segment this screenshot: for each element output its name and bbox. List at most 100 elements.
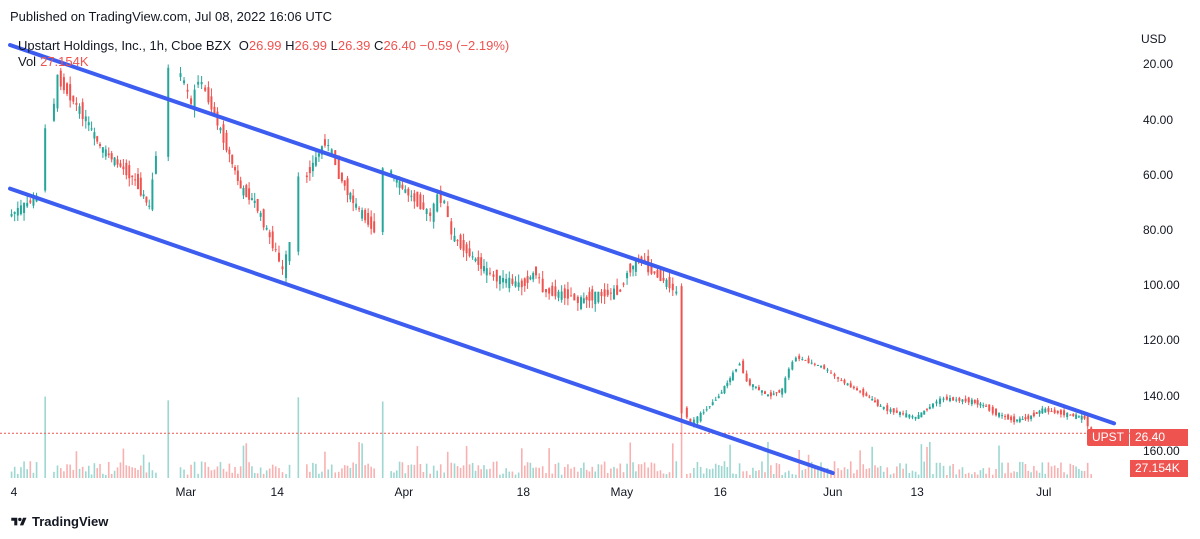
volume-bar — [778, 464, 781, 478]
candle-body — [548, 288, 551, 294]
volume-bar — [874, 465, 876, 478]
candle-body — [576, 296, 579, 303]
candle-body — [456, 240, 459, 242]
volume-bar — [761, 461, 763, 478]
candle-body — [179, 73, 182, 78]
volume-bar — [456, 466, 459, 478]
volume-bar — [1033, 465, 1035, 478]
volume-bar — [113, 470, 116, 478]
candle-body — [317, 153, 320, 157]
candle-body — [90, 128, 93, 130]
candle-body — [23, 202, 26, 213]
volume-bar — [492, 461, 495, 478]
high-value: 26.99 — [294, 38, 328, 53]
volume-bar — [268, 468, 271, 478]
time-tick-label: 18 — [516, 485, 531, 499]
volume-bar — [251, 466, 253, 478]
candle-body — [769, 392, 772, 397]
candle-body — [988, 404, 991, 411]
volume-bar — [297, 397, 300, 478]
candle-body — [107, 153, 110, 156]
time-tick-label: Jun — [823, 485, 843, 499]
candle-body — [84, 116, 87, 122]
candle-body — [228, 149, 231, 155]
candle-body — [889, 409, 892, 412]
low-label: L — [330, 38, 338, 53]
volume-bar — [622, 472, 625, 478]
volume-bar — [183, 469, 185, 478]
volume-bar — [84, 471, 87, 478]
tradingview-brand[interactable]: TradingView — [10, 514, 108, 529]
candle-body — [895, 410, 898, 413]
volume-bar — [443, 472, 446, 478]
candle-body — [570, 295, 573, 297]
candle-body — [361, 210, 364, 219]
candle-body — [726, 382, 729, 387]
candle-body — [868, 396, 871, 398]
volume-bar — [355, 463, 357, 478]
volume-bar — [693, 468, 695, 478]
candle-body — [846, 383, 849, 386]
candle-body — [1080, 415, 1083, 420]
candle-body — [62, 77, 65, 91]
candle-body — [873, 400, 876, 403]
candle-body — [1083, 415, 1086, 419]
candle-body — [976, 400, 979, 405]
time-tick-label: 14 — [270, 485, 284, 499]
volume-bar — [1021, 462, 1024, 478]
volume-tag: 27.154K — [1130, 460, 1188, 477]
candle-body — [931, 403, 934, 408]
volume-bar — [140, 465, 142, 478]
candle-body — [952, 397, 955, 401]
candle-body — [754, 386, 757, 388]
trendline[interactable] — [8, 186, 835, 476]
volume-bar — [419, 463, 422, 478]
volume-bar — [810, 461, 813, 478]
candle-body — [439, 190, 442, 203]
candle-body — [323, 139, 326, 146]
candle-body — [1010, 416, 1013, 421]
volume-bar — [93, 463, 96, 478]
volume-bar — [846, 469, 849, 478]
candle-body — [778, 390, 781, 393]
candle-body — [69, 84, 72, 101]
candle-body — [735, 369, 738, 372]
candle-body — [450, 221, 453, 235]
volume-bar — [732, 473, 734, 478]
volume-bar — [979, 470, 982, 478]
candle-body — [588, 291, 591, 301]
volume-bar — [705, 468, 708, 478]
volume-bar — [1066, 474, 1068, 478]
trendlines[interactable] — [8, 43, 1117, 476]
volume-bar — [231, 472, 234, 478]
candle-body — [274, 249, 277, 251]
volume-bar — [899, 463, 901, 478]
volume-bar — [262, 473, 265, 478]
candle-body — [573, 293, 576, 301]
candle-body — [1066, 412, 1069, 418]
volume-bar — [804, 468, 807, 478]
volume-bar — [1004, 473, 1006, 478]
volume-bar — [477, 465, 480, 478]
candle-body — [139, 177, 142, 196]
volume-bar — [90, 474, 93, 478]
volume-bar — [1019, 461, 1021, 478]
volume-bar — [390, 471, 392, 478]
volume-bar — [1010, 472, 1012, 478]
volume-bar — [862, 464, 865, 478]
candle-body — [517, 282, 520, 288]
candle-body — [101, 147, 104, 153]
candle-body — [477, 256, 480, 265]
volume-bar — [248, 462, 250, 478]
volume-bar — [393, 472, 395, 478]
candle-body — [281, 266, 284, 270]
volume-bar — [499, 474, 501, 478]
trendline[interactable] — [8, 43, 1117, 426]
volume-bar — [597, 464, 600, 478]
candle-body — [902, 413, 905, 415]
volume-bar — [770, 465, 772, 478]
volume-bar — [583, 462, 585, 478]
candle-body — [59, 70, 62, 87]
candle-body — [78, 106, 81, 114]
